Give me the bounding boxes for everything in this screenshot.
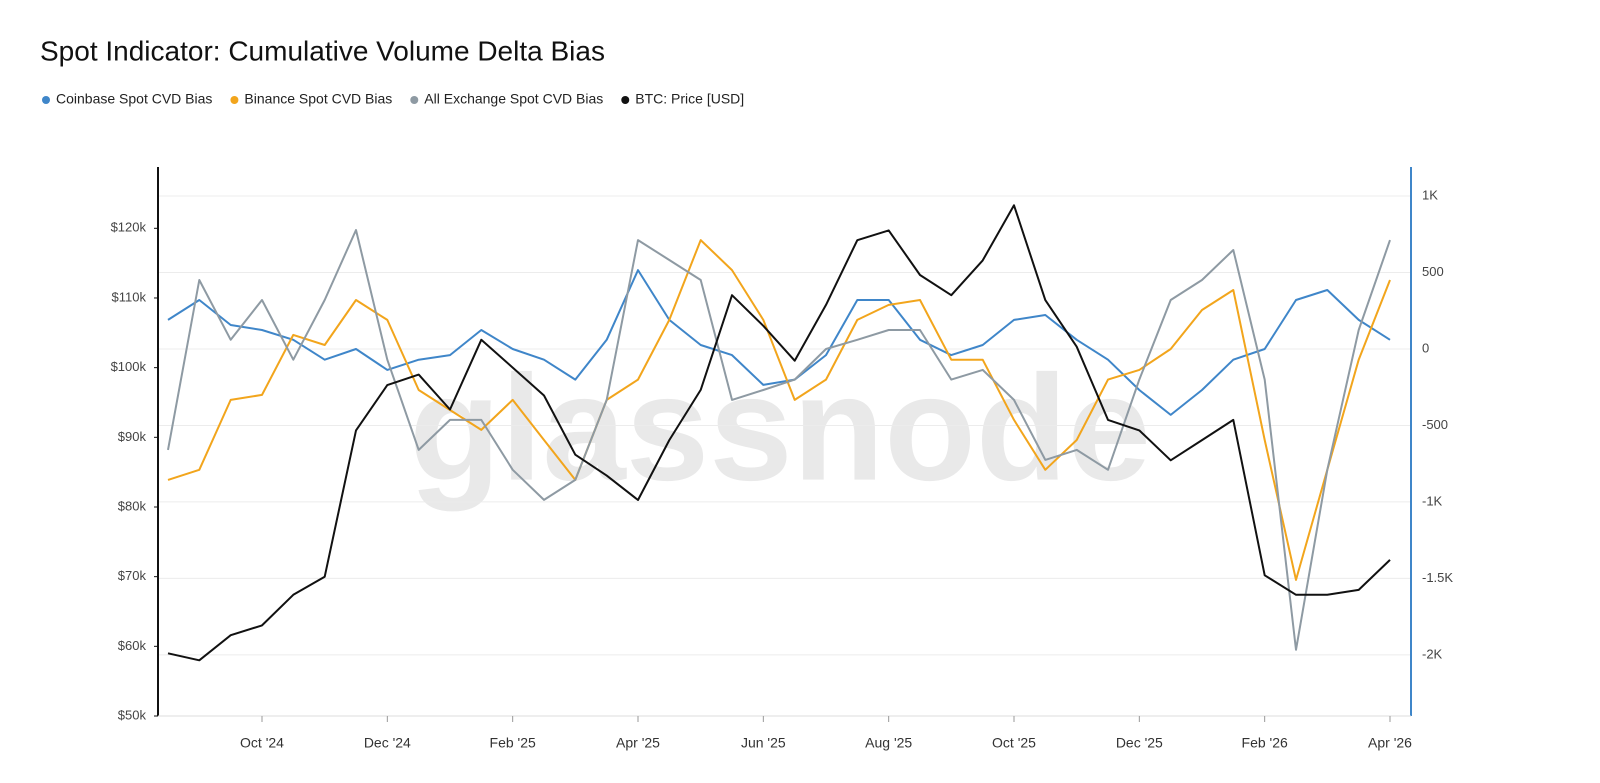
y-tick-label: $100k <box>111 359 147 374</box>
legend-label: Coinbase Spot CVD Bias <box>56 91 212 107</box>
y-tick-label: $60k <box>118 638 147 653</box>
legend-dot <box>410 96 419 104</box>
x-tick-label: Jun '25 <box>741 735 786 751</box>
y2-tick-label: -1.5K <box>1422 570 1453 585</box>
y2-tick-label: -500 <box>1422 417 1448 432</box>
watermark: glassnode <box>409 344 1151 512</box>
series-line <box>167 269 1391 416</box>
x-tick-label: Feb '25 <box>490 735 536 751</box>
x-tick-label: Aug '25 <box>865 735 912 751</box>
x-tick-label: Feb '26 <box>1242 735 1288 751</box>
x-tick-label: Apr '25 <box>616 735 660 751</box>
y2-tick-label: 1K <box>1422 187 1438 202</box>
chart-title: Spot Indicator: Cumulative Volume Delta … <box>40 35 605 66</box>
series-line <box>167 204 1391 662</box>
x-tick-label: Oct '25 <box>992 735 1036 751</box>
series-line <box>167 229 1391 651</box>
y-tick-label: $90k <box>118 429 147 444</box>
y2-tick-label: -1K <box>1422 493 1443 508</box>
legend-dot <box>42 96 50 104</box>
x-tick-label: Dec '25 <box>1116 735 1163 751</box>
legend-label: All Exchange Spot CVD Bias <box>424 91 603 107</box>
y-tick-label: $110k <box>112 289 147 304</box>
y-tick-label: $50k <box>118 707 147 722</box>
y-tick-label: $70k <box>118 568 147 583</box>
y2-tick-label: -2K <box>1422 646 1443 661</box>
legend-label: Binance Spot CVD Bias <box>244 91 392 107</box>
y-tick-label: $80k <box>118 498 147 513</box>
legend-dot <box>621 96 630 104</box>
x-tick-label: Oct '24 <box>240 735 284 751</box>
y-tick-label: $120k <box>111 220 147 235</box>
x-tick-label: Dec '24 <box>364 735 411 751</box>
legend-dot <box>230 96 239 104</box>
series-line <box>167 239 1391 581</box>
y2-tick-label: 500 <box>1422 264 1444 279</box>
legend-label: BTC: Price [USD] <box>635 91 744 107</box>
x-tick-label: Apr '26 <box>1368 735 1412 751</box>
y2-tick-label: 0 <box>1422 340 1429 355</box>
